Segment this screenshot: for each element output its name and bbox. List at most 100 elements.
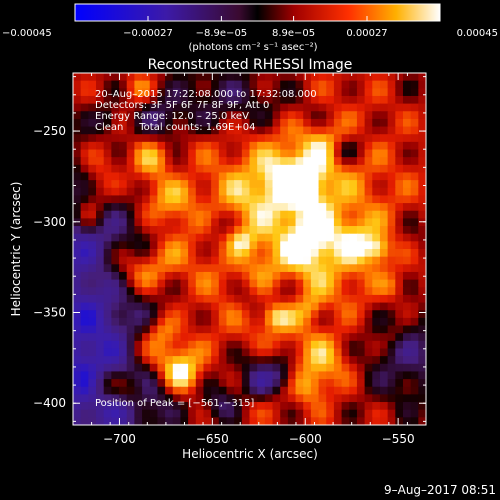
heatmap-cell [402,279,412,288]
heatmap-cell [395,157,404,166]
heatmap-cell [149,172,159,181]
heatmap-cell [226,302,235,311]
heatmap-cell [333,386,343,395]
heatmap-cell [149,233,159,242]
heatmap-cell [103,256,112,265]
heatmap-cell [80,317,89,327]
heatmap-cell [387,340,396,350]
heatmap-cell [356,287,366,296]
heatmap-cell [195,310,205,319]
heatmap-cell [295,241,304,250]
heatmap-cell [96,279,105,288]
heatmap-cell [295,264,304,273]
heatmap-cell [157,210,166,219]
heatmap-cell [310,73,320,82]
heatmap-cell [395,386,404,395]
heatmap-cell [241,371,251,380]
heatmap-cell [188,386,197,395]
heatmap-cell [326,402,335,411]
heatmap-cell [119,394,128,403]
heatmap-cell [364,340,373,350]
heatmap-cell [364,103,373,112]
heatmap-cell [318,249,327,258]
heatmap-cell [211,103,220,112]
heatmap-cell [418,394,426,403]
heatmap-cell [287,302,297,311]
heatmap-cell [395,287,404,296]
heatmap-cell [88,164,97,174]
heatmap-cell [218,157,228,166]
heatmap-cell [218,172,228,181]
heatmap-cell [241,279,251,288]
heatmap-cell [287,310,297,319]
heatmap-cell [387,417,396,425]
heatmap-cell [410,379,419,388]
heatmap-cell [172,409,182,418]
heatmap-cell [165,149,174,158]
heatmap-cell [264,363,274,373]
heatmap-cell [395,363,404,373]
heatmap-cell [395,172,404,181]
heatmap-cell [119,340,128,350]
heatmap-cell [280,356,289,365]
heatmap-cell [372,409,381,418]
heatmap-cell [364,249,373,258]
heatmap-cell [303,226,312,235]
heatmap-cell [149,226,159,235]
heatmap-cell [134,256,143,265]
heatmap-cell [142,271,151,281]
heatmap-cell [241,111,251,120]
heatmap-cell [195,264,205,273]
heatmap-cell [211,402,220,411]
heatmap-cell [287,371,297,380]
heatmap-cell [157,279,166,288]
heatmap-cell [157,134,166,143]
heatmap-cell [280,195,289,204]
heatmap-cell [333,180,343,189]
heatmap-cell [142,172,151,181]
heatmap-cell [295,386,304,395]
heatmap-cell [395,294,404,304]
heatmap-cell [119,271,128,281]
heatmap-cell [88,264,97,273]
heatmap-cell [264,111,274,120]
heatmap-cell [395,417,404,425]
heatmap-cell [280,210,289,219]
heatmap-cell [149,187,159,197]
heatmap-cell [341,111,350,120]
heatmap-cell [379,118,389,128]
heatmap-cell [142,394,151,403]
heatmap-cell [349,379,358,388]
heatmap-cell [165,264,174,273]
heatmap-cell [195,233,205,242]
heatmap-cell [188,356,197,365]
heatmap-cell [165,157,174,166]
heatmap-cell [326,210,335,219]
heatmap-cell [287,233,297,242]
heatmap-cell [165,409,174,418]
heatmap-cell [395,180,404,189]
colorbar-tick-label: −8.9e−05 [196,28,248,39]
heatmap-cell [287,149,297,158]
heatmap-cell [234,157,243,166]
heatmap-cell [80,271,89,281]
heatmap-cell [418,379,426,388]
heatmap-cell [241,249,251,258]
heatmap-cell [96,256,105,265]
heatmap-cell [188,417,197,425]
heatmap-cell [134,363,143,373]
heatmap-cell [295,218,304,227]
heatmap-cell [326,279,335,288]
heatmap-cell [211,73,220,82]
heatmap-cell [88,302,97,311]
heatmap-cell [402,363,412,373]
heatmap-cell [157,111,166,120]
heatmap-cell [280,417,289,425]
heatmap-cell [203,149,212,158]
heatmap-cell [195,348,205,357]
colorbar-tick-label: −0.00027 [123,28,173,39]
heatmap-cell [195,88,205,97]
heatmap-cell [372,386,381,395]
heatmap-cell [195,111,205,120]
heatmap-cell [379,417,389,425]
